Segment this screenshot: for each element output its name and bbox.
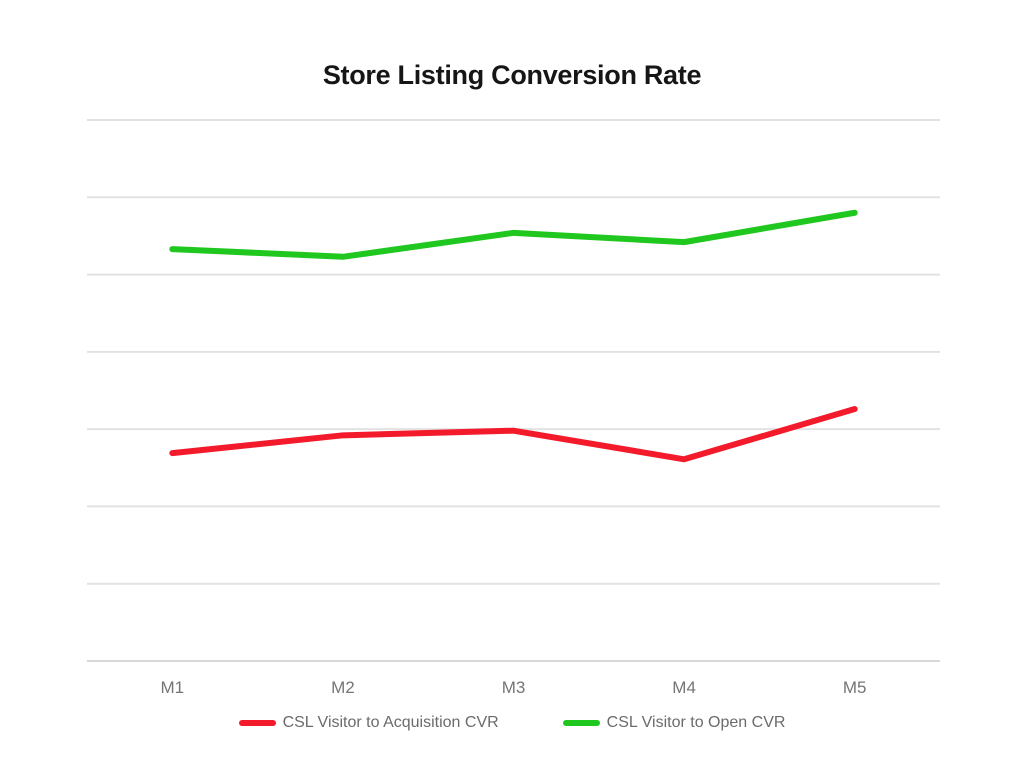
legend-label: CSL Visitor to Open CVR [606,714,786,731]
line-chart-svg: M1 M2 M3 M4 M5 [87,119,940,697]
chart-title: Store Listing Conversion Rate [322,60,702,90]
x-tick-label: M5 [843,678,867,697]
legend-item-1: CSL Visitor to Open CVR [562,714,786,732]
chart-legend: CSL Visitor to Acquisition CVR CSL Visito… [0,714,1024,732]
x-tick-label: M2 [331,678,355,697]
x-tick-label: M3 [502,678,526,697]
legend-swatch-icon [238,720,276,726]
x-tick-label: M1 [160,678,184,697]
legend-swatch-icon [562,720,600,726]
x-tick-label: M4 [672,678,696,697]
legend-label: CSL Visitor to Acquisition CVR [282,714,499,731]
series-line-1 [169,209,858,260]
legend-item-0: CSL Visitor to Acquisition CVR [238,714,499,732]
series-line-0 [169,406,858,463]
